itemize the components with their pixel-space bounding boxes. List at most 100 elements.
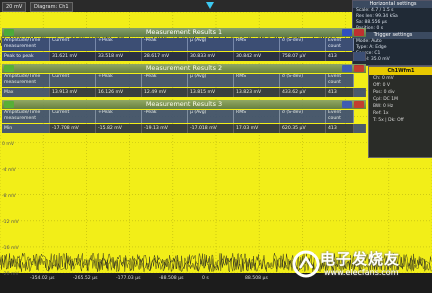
measurement-value: -17.708 mV <box>50 124 96 133</box>
x-axis-label: 0 s <box>202 276 209 281</box>
expand-button[interactable] <box>4 29 14 36</box>
diagram-tab[interactable]: Diagram: Ch1 <box>30 2 73 12</box>
measurement-value: 17.03 mV <box>234 124 280 133</box>
trigger-marker <box>206 2 214 9</box>
measurement-value: 12.49 mV <box>142 88 188 97</box>
column-header: Event count <box>326 38 354 51</box>
measurement-value: 13.815 mV <box>188 88 234 97</box>
measurement-panel: Measurement Results 2 Amplitude/Time meas… <box>2 64 366 98</box>
minimize-button[interactable] <box>342 65 352 72</box>
channel-setting: BW: 0 Hz <box>373 104 394 109</box>
panel-title: Measurement Results 2 <box>2 64 366 73</box>
column-header: Event count <box>326 110 354 123</box>
column-header: σ (S-dev) <box>280 38 326 51</box>
close-button[interactable] <box>354 65 364 72</box>
settings-row: Sa: 88.556 μs <box>356 20 387 25</box>
settings-row: Mode: Auto <box>356 39 382 44</box>
column-header: Amplitude/Time measurement <box>2 38 50 51</box>
x-axis-label: -177.03 μs <box>116 276 141 281</box>
measurement-value: 33.518 mV <box>96 52 142 61</box>
measurement-value: 413 <box>326 52 354 61</box>
column-header: -Peak <box>142 74 188 87</box>
settings-row: Type: A: Edge <box>356 45 387 50</box>
measurement-value: -19.13 mV <box>142 124 188 133</box>
expand-button[interactable] <box>4 65 14 72</box>
y-axis-label: -8 mV <box>2 194 16 199</box>
y-axis-label: -16 mV <box>2 246 19 251</box>
x-axis-label: -88.508 μs <box>159 276 184 281</box>
settings-row: Scale: 4.7 / 1.5 s <box>356 8 394 13</box>
minimize-button[interactable] <box>342 29 352 36</box>
watermark: 电子发烧友 www.elecfans.com <box>290 246 430 284</box>
close-button[interactable] <box>354 29 364 36</box>
channel-setting: Pos: 0 div <box>373 90 395 95</box>
column-header: RMS <box>234 74 280 87</box>
row-label: Min <box>2 124 50 133</box>
expand-button[interactable] <box>4 101 14 108</box>
column-header: μ (Avg) <box>188 74 234 87</box>
measurement-value: 620.35 μV <box>280 124 326 133</box>
waveform-trace <box>0 257 432 273</box>
channel-setting: Cpl: DC 1M <box>373 97 398 102</box>
column-header: Current <box>50 38 96 51</box>
column-header: -Peak <box>142 110 188 123</box>
measurement-value: 13.913 mV <box>50 88 96 97</box>
scale-indicator[interactable]: 20 mV <box>2 2 27 12</box>
settings-title: Trigger settings <box>353 32 432 39</box>
row-spacer <box>354 88 366 97</box>
channel-panel[interactable]: Ch1Wfm1 Ch: 0 mV Off: 0 V Pos: 0 div Cpl: DC… <box>368 66 432 158</box>
column-header: σ (S-dev) <box>280 110 326 123</box>
column-header: +Peak <box>96 38 142 51</box>
channel-setting: T: 5x | Dk: Off <box>373 118 404 123</box>
column-header: +Peak <box>96 74 142 87</box>
watermark-text: 电子发烧友 <box>320 250 401 268</box>
column-header: RMS <box>234 38 280 51</box>
channel-title: Ch1Wfm1 <box>369 67 432 75</box>
settings-title: Horizontal settings <box>353 1 432 8</box>
measurement-value: 433.62 μV <box>280 88 326 97</box>
panel-title: Measurement Results 3 <box>2 100 366 109</box>
settings-row: Position: 0 s <box>356 26 384 31</box>
column-header: Amplitude/Time measurement <box>2 110 50 123</box>
y-axis-label: 0 mV <box>2 142 15 147</box>
panel-title: Measurement Results 1 <box>2 28 366 37</box>
column-header: RMS <box>234 110 280 123</box>
settings-row: Level: 35.0 mV <box>356 57 390 62</box>
channel-setting: Ref: 1x <box>373 111 389 116</box>
column-header: Current <box>50 74 96 87</box>
measurement-value: 758.07 μV <box>280 52 326 61</box>
column-header: Event count <box>326 74 354 87</box>
measurement-value: 13.823 mV <box>234 88 280 97</box>
y-axis-label: -12 mV <box>2 220 19 225</box>
settings-row: Source: C1 <box>356 51 381 56</box>
settings-row: Res len: 99.34 kSa <box>356 14 398 19</box>
watermark-url: www.elecfans.com <box>324 268 399 277</box>
measurement-value: -17.018 mV <box>188 124 234 133</box>
measurement-value: 16.126 mV <box>96 88 142 97</box>
column-header: σ (S-dev) <box>280 74 326 87</box>
measurement-value: 413 <box>326 124 354 133</box>
column-header: μ (Avg) <box>188 110 234 123</box>
close-button[interactable] <box>354 101 364 108</box>
measurement-value: 30.833 mV <box>188 52 234 61</box>
channel-setting: Ch: 0 mV <box>373 76 394 81</box>
column-header: Current <box>50 110 96 123</box>
top-bar: 20 mV Diagram: Ch1 <box>0 0 432 12</box>
channel-setting: Off: 0 V <box>373 83 390 88</box>
y-axis-label: -20 mV <box>2 272 19 277</box>
measurement-value: 30.842 mV <box>234 52 280 61</box>
x-axis-label: 88.508 μs <box>245 276 268 281</box>
measurement-panel: Measurement Results 1 Amplitude/Time meas… <box>2 28 366 62</box>
measurement-panel: Measurement Results 3 Amplitude/Time meas… <box>2 100 366 134</box>
x-axis-label: -354.02 μs <box>30 276 55 281</box>
measurement-value: 31.621 mV <box>50 52 96 61</box>
minimize-button[interactable] <box>342 101 352 108</box>
column-header: +Peak <box>96 110 142 123</box>
measurement-value: -15.82 mV <box>96 124 142 133</box>
measurement-value: 28.617 mV <box>142 52 188 61</box>
row-label: Max <box>2 88 50 97</box>
y-axis-label: -4 mV <box>2 168 16 173</box>
column-header: -Peak <box>142 38 188 51</box>
